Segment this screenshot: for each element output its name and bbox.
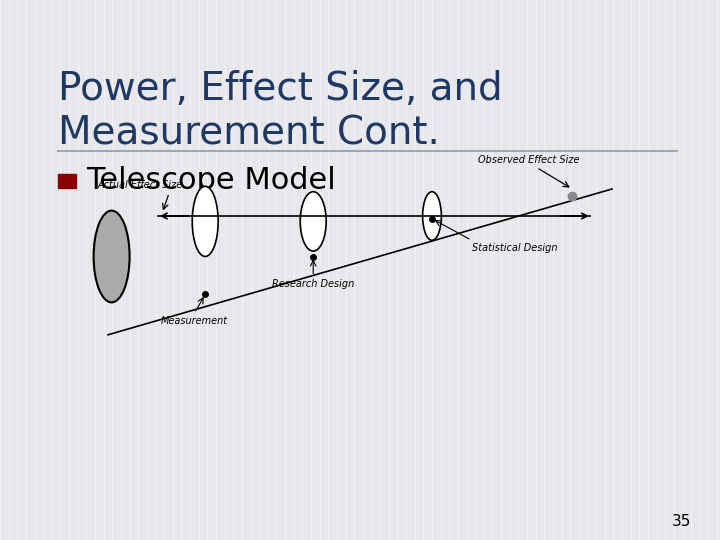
Ellipse shape (300, 192, 326, 251)
Ellipse shape (192, 186, 218, 256)
Text: Statistical Design: Statistical Design (472, 243, 557, 253)
Text: Observed Effect Size: Observed Effect Size (479, 154, 580, 165)
Text: Research Design: Research Design (272, 279, 354, 289)
Ellipse shape (423, 192, 441, 240)
Text: 35: 35 (672, 514, 691, 529)
FancyBboxPatch shape (58, 174, 76, 187)
Ellipse shape (94, 211, 130, 302)
Text: Telescope Model: Telescope Model (86, 166, 336, 195)
Text: Measurement: Measurement (161, 316, 228, 326)
Text: Actual Effect Size: Actual Effect Size (98, 180, 183, 190)
Text: Power, Effect Size, and
Measurement Cont.: Power, Effect Size, and Measurement Cont… (58, 70, 503, 152)
